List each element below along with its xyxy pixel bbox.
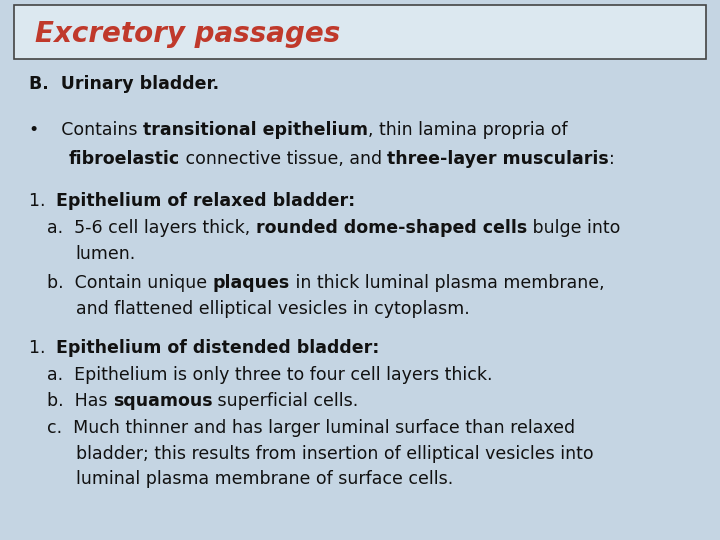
Text: 1.: 1. bbox=[29, 192, 56, 210]
Text: Epithelium of distended bladder:: Epithelium of distended bladder: bbox=[56, 339, 379, 357]
FancyBboxPatch shape bbox=[14, 5, 706, 59]
Text: B.  Urinary bladder.: B. Urinary bladder. bbox=[29, 75, 219, 93]
Text: plaques: plaques bbox=[212, 274, 289, 293]
Text: Epithelium of relaxed bladder:: Epithelium of relaxed bladder: bbox=[56, 192, 356, 210]
Text: b.  Contain unique: b. Contain unique bbox=[47, 274, 212, 293]
Text: , thin lamina propria of: , thin lamina propria of bbox=[368, 120, 567, 139]
Text: connective tissue, and: connective tissue, and bbox=[179, 150, 387, 168]
Text: squamous: squamous bbox=[113, 392, 212, 410]
Text: c.  Much thinner and has larger luminal surface than relaxed: c. Much thinner and has larger luminal s… bbox=[47, 418, 575, 437]
Text: three-layer muscularis: three-layer muscularis bbox=[387, 150, 609, 168]
Text: and flattened elliptical vesicles in cytoplasm.: and flattened elliptical vesicles in cyt… bbox=[76, 300, 469, 319]
Text: Excretory passages: Excretory passages bbox=[35, 20, 340, 48]
Text: lumen.: lumen. bbox=[76, 245, 136, 263]
Text: rounded dome-shaped cells: rounded dome-shaped cells bbox=[256, 219, 527, 237]
Text: superficial cells.: superficial cells. bbox=[212, 392, 359, 410]
Text: transitional epithelium: transitional epithelium bbox=[143, 120, 368, 139]
Text: fibroelastic: fibroelastic bbox=[68, 150, 179, 168]
Text: •    Contains: • Contains bbox=[29, 120, 143, 139]
Text: a.  Epithelium is only three to four cell layers thick.: a. Epithelium is only three to four cell… bbox=[47, 366, 492, 384]
Text: in thick luminal plasma membrane,: in thick luminal plasma membrane, bbox=[289, 274, 604, 293]
Text: luminal plasma membrane of surface cells.: luminal plasma membrane of surface cells… bbox=[76, 470, 453, 488]
Text: :: : bbox=[609, 150, 615, 168]
Text: a.  5-6 cell layers thick,: a. 5-6 cell layers thick, bbox=[47, 219, 256, 237]
Text: bulge into: bulge into bbox=[527, 219, 620, 237]
Text: 1.: 1. bbox=[29, 339, 56, 357]
Text: b.  Has: b. Has bbox=[47, 392, 113, 410]
Text: bladder; this results from insertion of elliptical vesicles into: bladder; this results from insertion of … bbox=[76, 444, 593, 463]
